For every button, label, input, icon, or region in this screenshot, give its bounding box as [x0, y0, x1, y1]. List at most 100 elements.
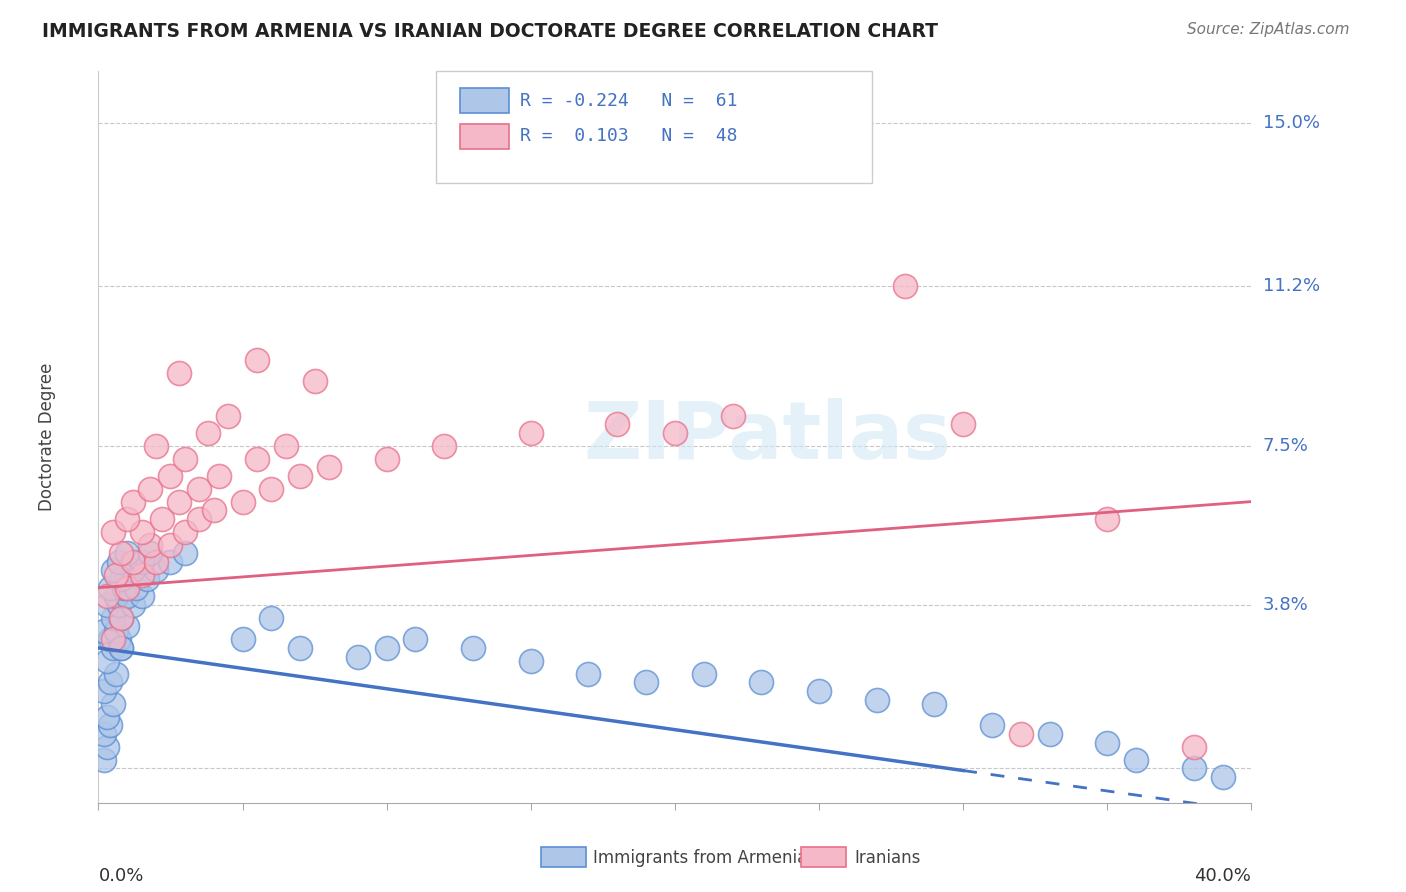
Point	[246, 451, 269, 466]
Point	[136, 572, 159, 586]
Point	[96, 654, 118, 668]
Point	[808, 684, 831, 698]
Point	[246, 352, 269, 367]
Point	[721, 409, 744, 423]
Point	[1125, 753, 1147, 767]
Point	[117, 589, 139, 603]
Point	[520, 654, 543, 668]
Point	[96, 710, 118, 724]
Point	[101, 524, 124, 539]
Point	[93, 624, 115, 638]
Point	[197, 425, 219, 440]
Text: ZIPatlas: ZIPatlas	[583, 398, 952, 476]
Point	[433, 439, 456, 453]
Point	[188, 482, 211, 496]
Point	[110, 611, 132, 625]
Point	[1182, 761, 1205, 775]
Point	[122, 555, 145, 569]
Point	[606, 417, 628, 432]
Point	[346, 649, 368, 664]
Text: Iranians: Iranians	[855, 849, 921, 867]
Point	[98, 632, 121, 647]
Point	[159, 555, 181, 569]
Point	[636, 675, 658, 690]
Point	[231, 632, 254, 647]
Point	[98, 581, 121, 595]
Point	[110, 611, 132, 625]
Point	[866, 692, 889, 706]
Point	[1097, 512, 1119, 526]
Point	[167, 366, 190, 380]
Point	[1010, 727, 1032, 741]
Text: Immigrants from Armenia: Immigrants from Armenia	[593, 849, 807, 867]
Point	[139, 546, 162, 560]
Point	[260, 611, 283, 625]
Point	[117, 619, 139, 633]
Point	[520, 425, 543, 440]
Point	[290, 468, 312, 483]
Point	[1039, 727, 1062, 741]
Point	[290, 640, 312, 655]
Text: 15.0%: 15.0%	[1263, 114, 1320, 132]
Point	[104, 567, 127, 582]
Point	[93, 684, 115, 698]
Point	[139, 482, 162, 496]
Point	[101, 640, 124, 655]
Text: 3.8%: 3.8%	[1263, 596, 1309, 614]
Point	[375, 640, 398, 655]
Point	[894, 279, 917, 293]
Point	[751, 675, 773, 690]
Point	[98, 675, 121, 690]
Point	[150, 512, 173, 526]
Point	[96, 739, 118, 754]
Point	[208, 468, 231, 483]
Point	[260, 482, 283, 496]
Point	[122, 598, 145, 612]
Point	[174, 524, 197, 539]
Point	[578, 666, 600, 681]
Text: R =  0.103   N =  48: R = 0.103 N = 48	[520, 128, 738, 145]
Point	[217, 409, 239, 423]
Point	[131, 567, 153, 582]
Text: Source: ZipAtlas.com: Source: ZipAtlas.com	[1187, 22, 1350, 37]
Point	[93, 753, 115, 767]
Point	[167, 494, 190, 508]
Point	[174, 451, 197, 466]
Point	[122, 564, 145, 578]
Point	[117, 581, 139, 595]
Text: 7.5%: 7.5%	[1263, 437, 1309, 455]
Text: Doctorate Degree: Doctorate Degree	[38, 363, 56, 511]
Text: IMMIGRANTS FROM ARMENIA VS IRANIAN DOCTORATE DEGREE CORRELATION CHART: IMMIGRANTS FROM ARMENIA VS IRANIAN DOCTO…	[42, 22, 938, 41]
Point	[112, 581, 135, 595]
Point	[924, 697, 946, 711]
Point	[231, 494, 254, 508]
Point	[664, 425, 686, 440]
Point	[110, 546, 132, 560]
Text: 40.0%: 40.0%	[1195, 867, 1251, 886]
Point	[145, 439, 167, 453]
Point	[1182, 739, 1205, 754]
Point	[96, 598, 118, 612]
Point	[131, 589, 153, 603]
Point	[104, 624, 127, 638]
Point	[101, 697, 124, 711]
Text: 0.0%: 0.0%	[98, 867, 143, 886]
Point	[98, 718, 121, 732]
Point	[304, 374, 326, 388]
Point	[104, 589, 127, 603]
Point	[101, 632, 124, 647]
Point	[131, 555, 153, 569]
Point	[139, 538, 162, 552]
Point	[159, 468, 181, 483]
Point	[96, 589, 118, 603]
Point	[110, 640, 132, 655]
Point	[274, 439, 297, 453]
Point	[104, 666, 127, 681]
Point	[107, 632, 129, 647]
Point	[202, 503, 225, 517]
Point	[318, 460, 340, 475]
Point	[405, 632, 427, 647]
Point	[101, 611, 124, 625]
Point	[461, 640, 484, 655]
Point	[122, 494, 145, 508]
